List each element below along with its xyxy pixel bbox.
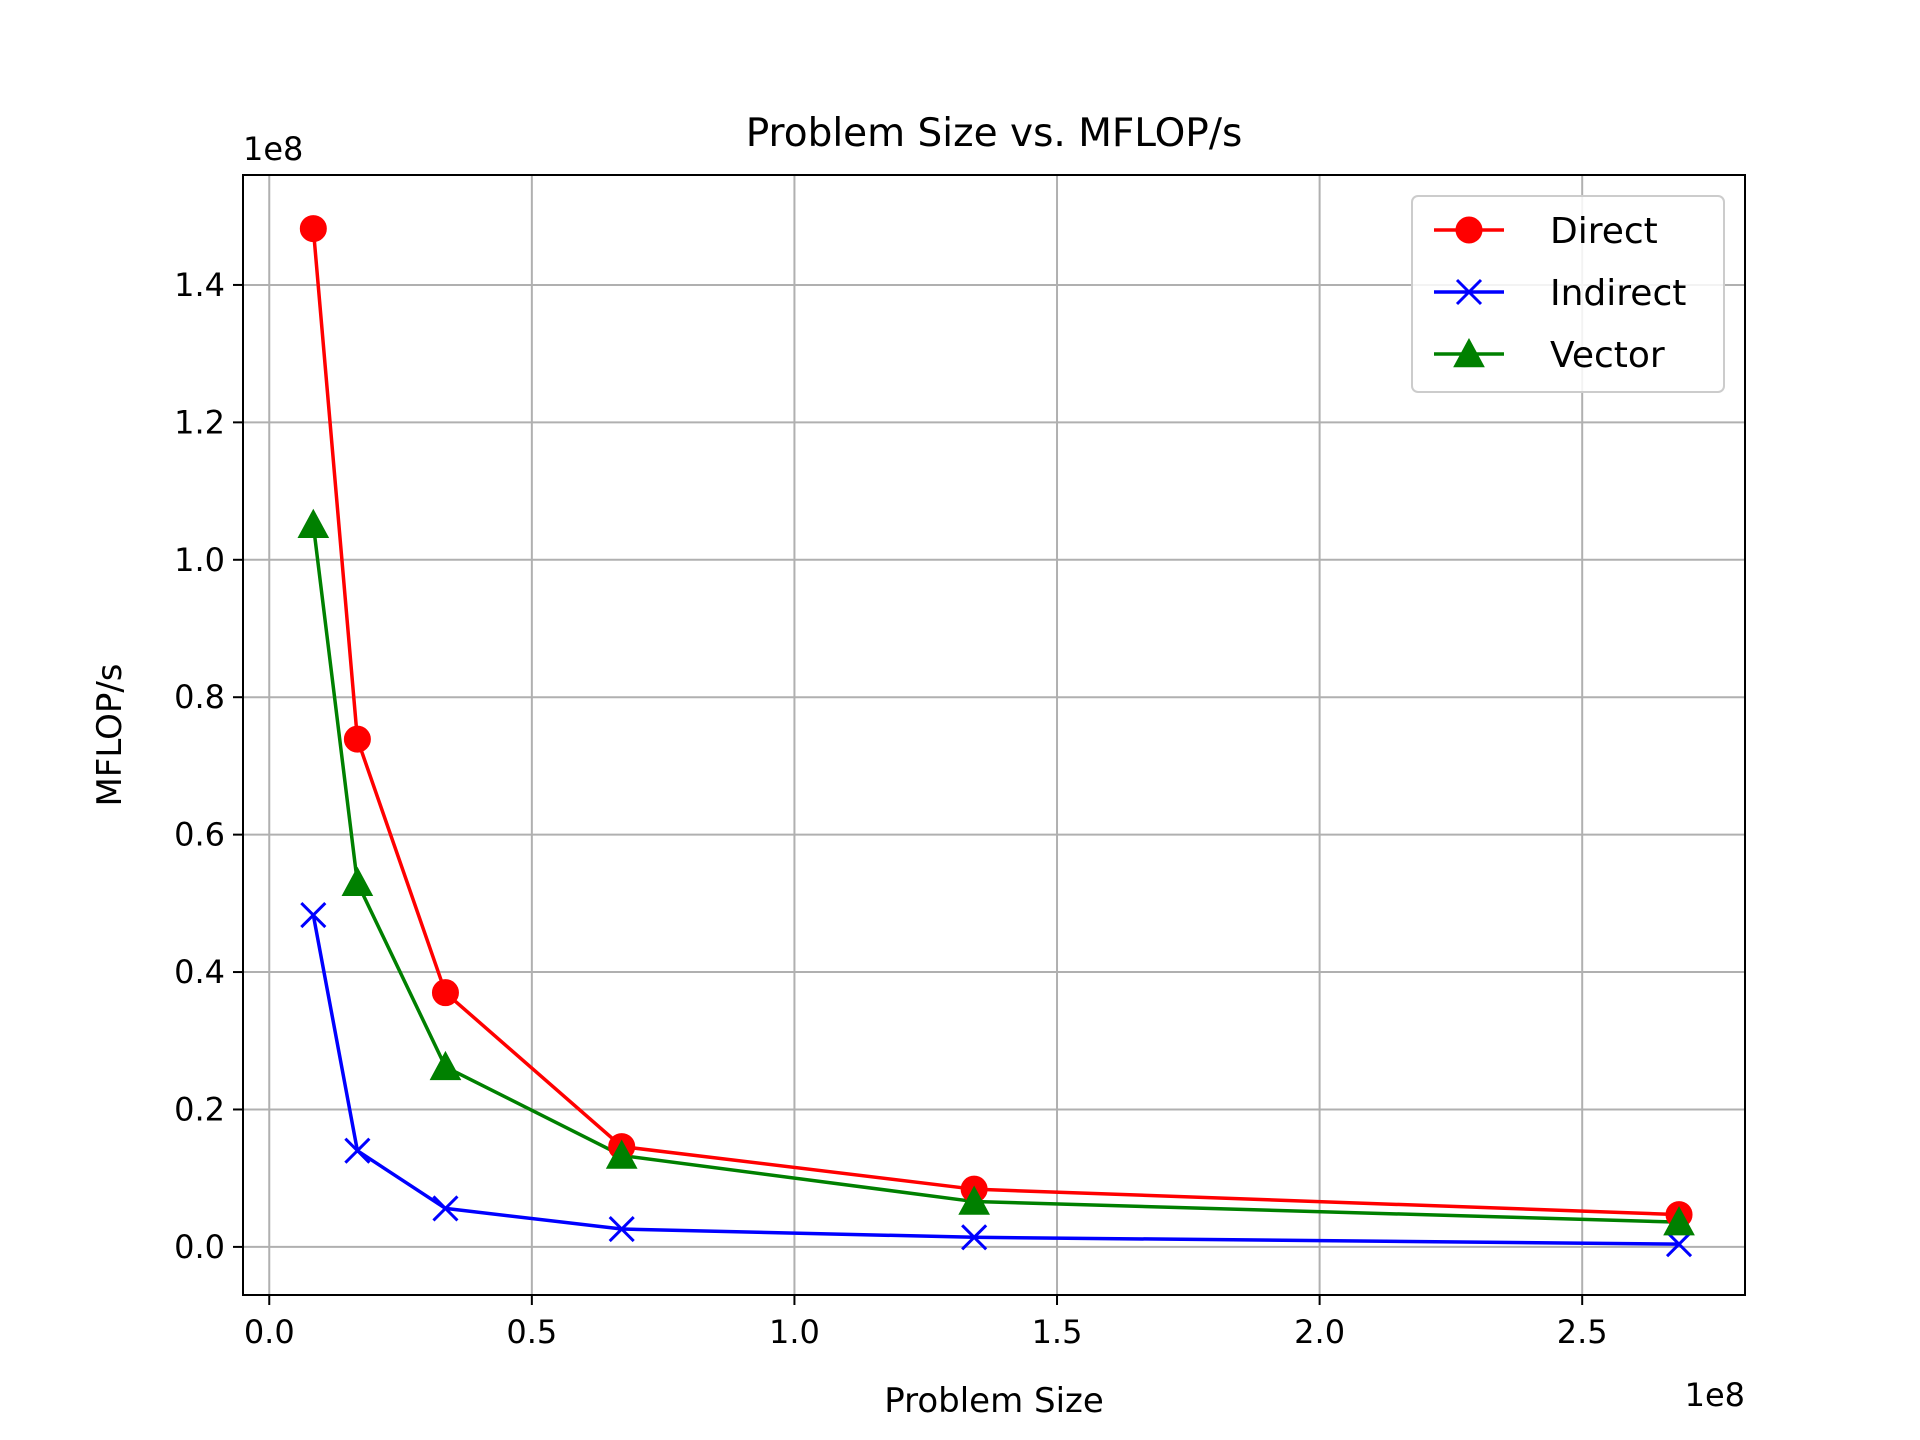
- y-tick-label: 1.0: [174, 541, 225, 579]
- y-tick-label: 0.0: [174, 1228, 225, 1266]
- data-point-vector: [429, 1050, 462, 1081]
- legend-item-indirect: Indirect: [1434, 273, 1686, 314]
- x-axis-ticks: 0.0 0.5 1.0 1.5 2.0 2.5: [244, 1295, 1608, 1351]
- data-point-indirect: [1665, 1231, 1693, 1258]
- x-tick-label: 1.5: [1032, 1313, 1083, 1351]
- x-axis-label: Problem Size: [884, 1381, 1104, 1421]
- series-line-vector: [311, 524, 1680, 1224]
- y-tick-label: 0.8: [174, 678, 225, 716]
- x-tick-label: 2.5: [1557, 1313, 1608, 1351]
- legend-item-direct: Direct: [1434, 211, 1658, 252]
- data-point-indirect: [432, 1195, 459, 1222]
- x-axis-offset-label: 1e8: [1685, 1376, 1745, 1414]
- legend: Direct Indirect Vector: [1411, 195, 1725, 393]
- x-tick-label: 0.0: [244, 1313, 295, 1351]
- y-axis-label: MFLOP/s: [90, 663, 130, 806]
- legend-marker-direct: [1455, 216, 1483, 244]
- legend-marker-indirect: [1455, 278, 1483, 306]
- series-markers: [297, 215, 1695, 1258]
- legend-label-direct: Direct: [1550, 211, 1658, 252]
- x-tick-label: 2.0: [1294, 1313, 1345, 1351]
- data-point-vector: [1663, 1206, 1695, 1236]
- x-tick-label: 1.0: [769, 1313, 820, 1351]
- legend-marker-vector: [1453, 337, 1485, 368]
- data-point-direct: [343, 725, 371, 753]
- legend-items: Direct Indirect Vector: [1434, 211, 1686, 376]
- legend-label-vector: Vector: [1550, 335, 1665, 376]
- data-point-indirect: [344, 1137, 371, 1164]
- chart-title: Problem Size vs. MFLOP/s: [746, 111, 1243, 156]
- data-point-indirect: [961, 1224, 988, 1251]
- series-line-direct: [311, 228, 1680, 1217]
- legend-item-vector: Vector: [1434, 335, 1665, 376]
- data-point-vector: [958, 1185, 990, 1215]
- y-tick-label: 0.2: [174, 1090, 225, 1128]
- y-tick-label: 1.4: [174, 266, 225, 304]
- legend-box: [1411, 195, 1725, 393]
- data-point-indirect: [300, 901, 327, 929]
- data-point-vector: [297, 508, 330, 538]
- y-tick-label: 0.4: [174, 953, 225, 991]
- y-tick-label: 0.6: [174, 816, 225, 854]
- data-point-indirect: [608, 1215, 635, 1243]
- data-point-vector: [605, 1139, 638, 1169]
- data-point-vector: [341, 866, 374, 896]
- data-point-direct: [299, 215, 327, 243]
- y-axis-offset-label: 1e8: [243, 130, 303, 168]
- series-lines: [311, 228, 1680, 1246]
- legend-label-indirect: Indirect: [1550, 273, 1686, 314]
- plot-frame: [242, 174, 1746, 1296]
- data-point-direct: [431, 979, 459, 1007]
- y-axis-ticks: 0.0 0.2 0.4 0.6 0.8 1.0 1.2 1.4: [174, 266, 243, 1266]
- series-line-indirect: [311, 914, 1680, 1246]
- y-tick-label: 1.2: [174, 403, 225, 441]
- x-tick-label: 0.5: [506, 1313, 557, 1351]
